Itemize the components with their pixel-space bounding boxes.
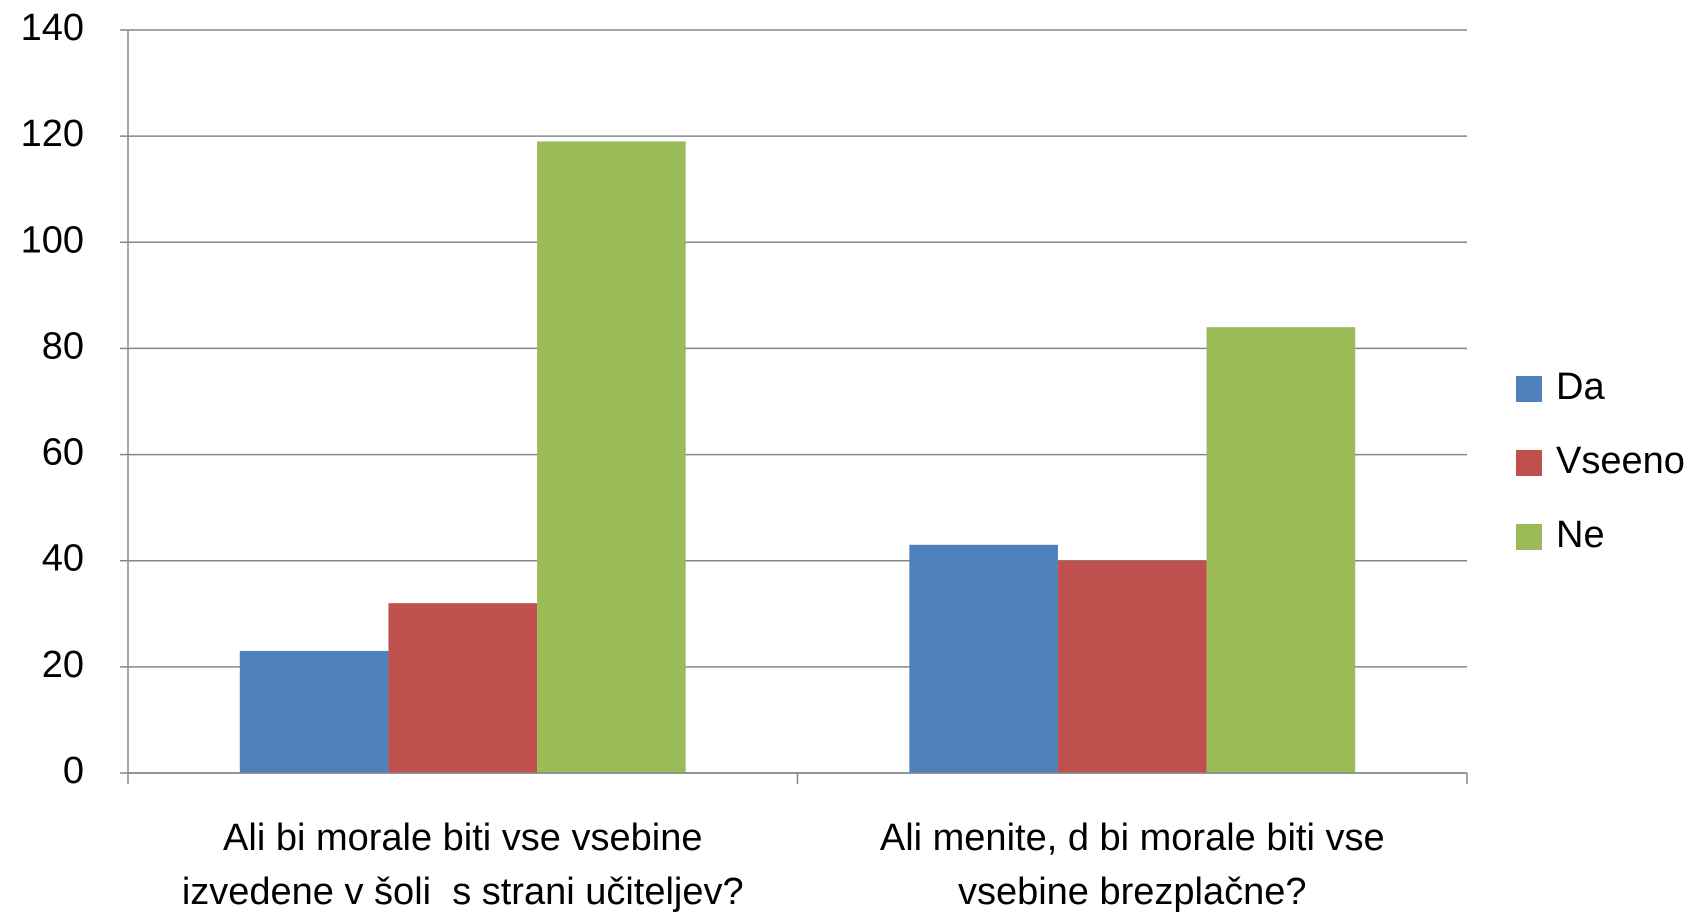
legend-swatch	[1516, 524, 1542, 550]
bar	[909, 544, 1058, 773]
x-tick-label: Ali bi morale biti vse vsebine izvedene …	[181, 817, 744, 913]
bar	[239, 650, 389, 773]
legend-label: Vseeno	[1556, 440, 1685, 482]
y-tick-label: 80	[42, 325, 84, 367]
y-tick-label: 140	[21, 7, 84, 49]
y-tick-label: 0	[63, 750, 84, 792]
y-tick-label: 60	[42, 432, 84, 474]
legend-label: Da	[1556, 366, 1605, 408]
x-tick-label: Ali menite, d bi morale biti vse vsebine…	[879, 817, 1396, 913]
y-tick-label: 40	[42, 538, 84, 580]
bar	[537, 141, 686, 773]
y-tick-label: 20	[42, 644, 84, 686]
legend-swatch	[1516, 376, 1542, 402]
bar	[388, 603, 538, 773]
legend-swatch	[1516, 450, 1542, 476]
bar	[1206, 327, 1356, 773]
y-tick-label: 120	[21, 113, 84, 155]
y-tick-label: 100	[21, 219, 84, 261]
bar	[1057, 560, 1207, 773]
legend-label: Ne	[1556, 514, 1605, 556]
